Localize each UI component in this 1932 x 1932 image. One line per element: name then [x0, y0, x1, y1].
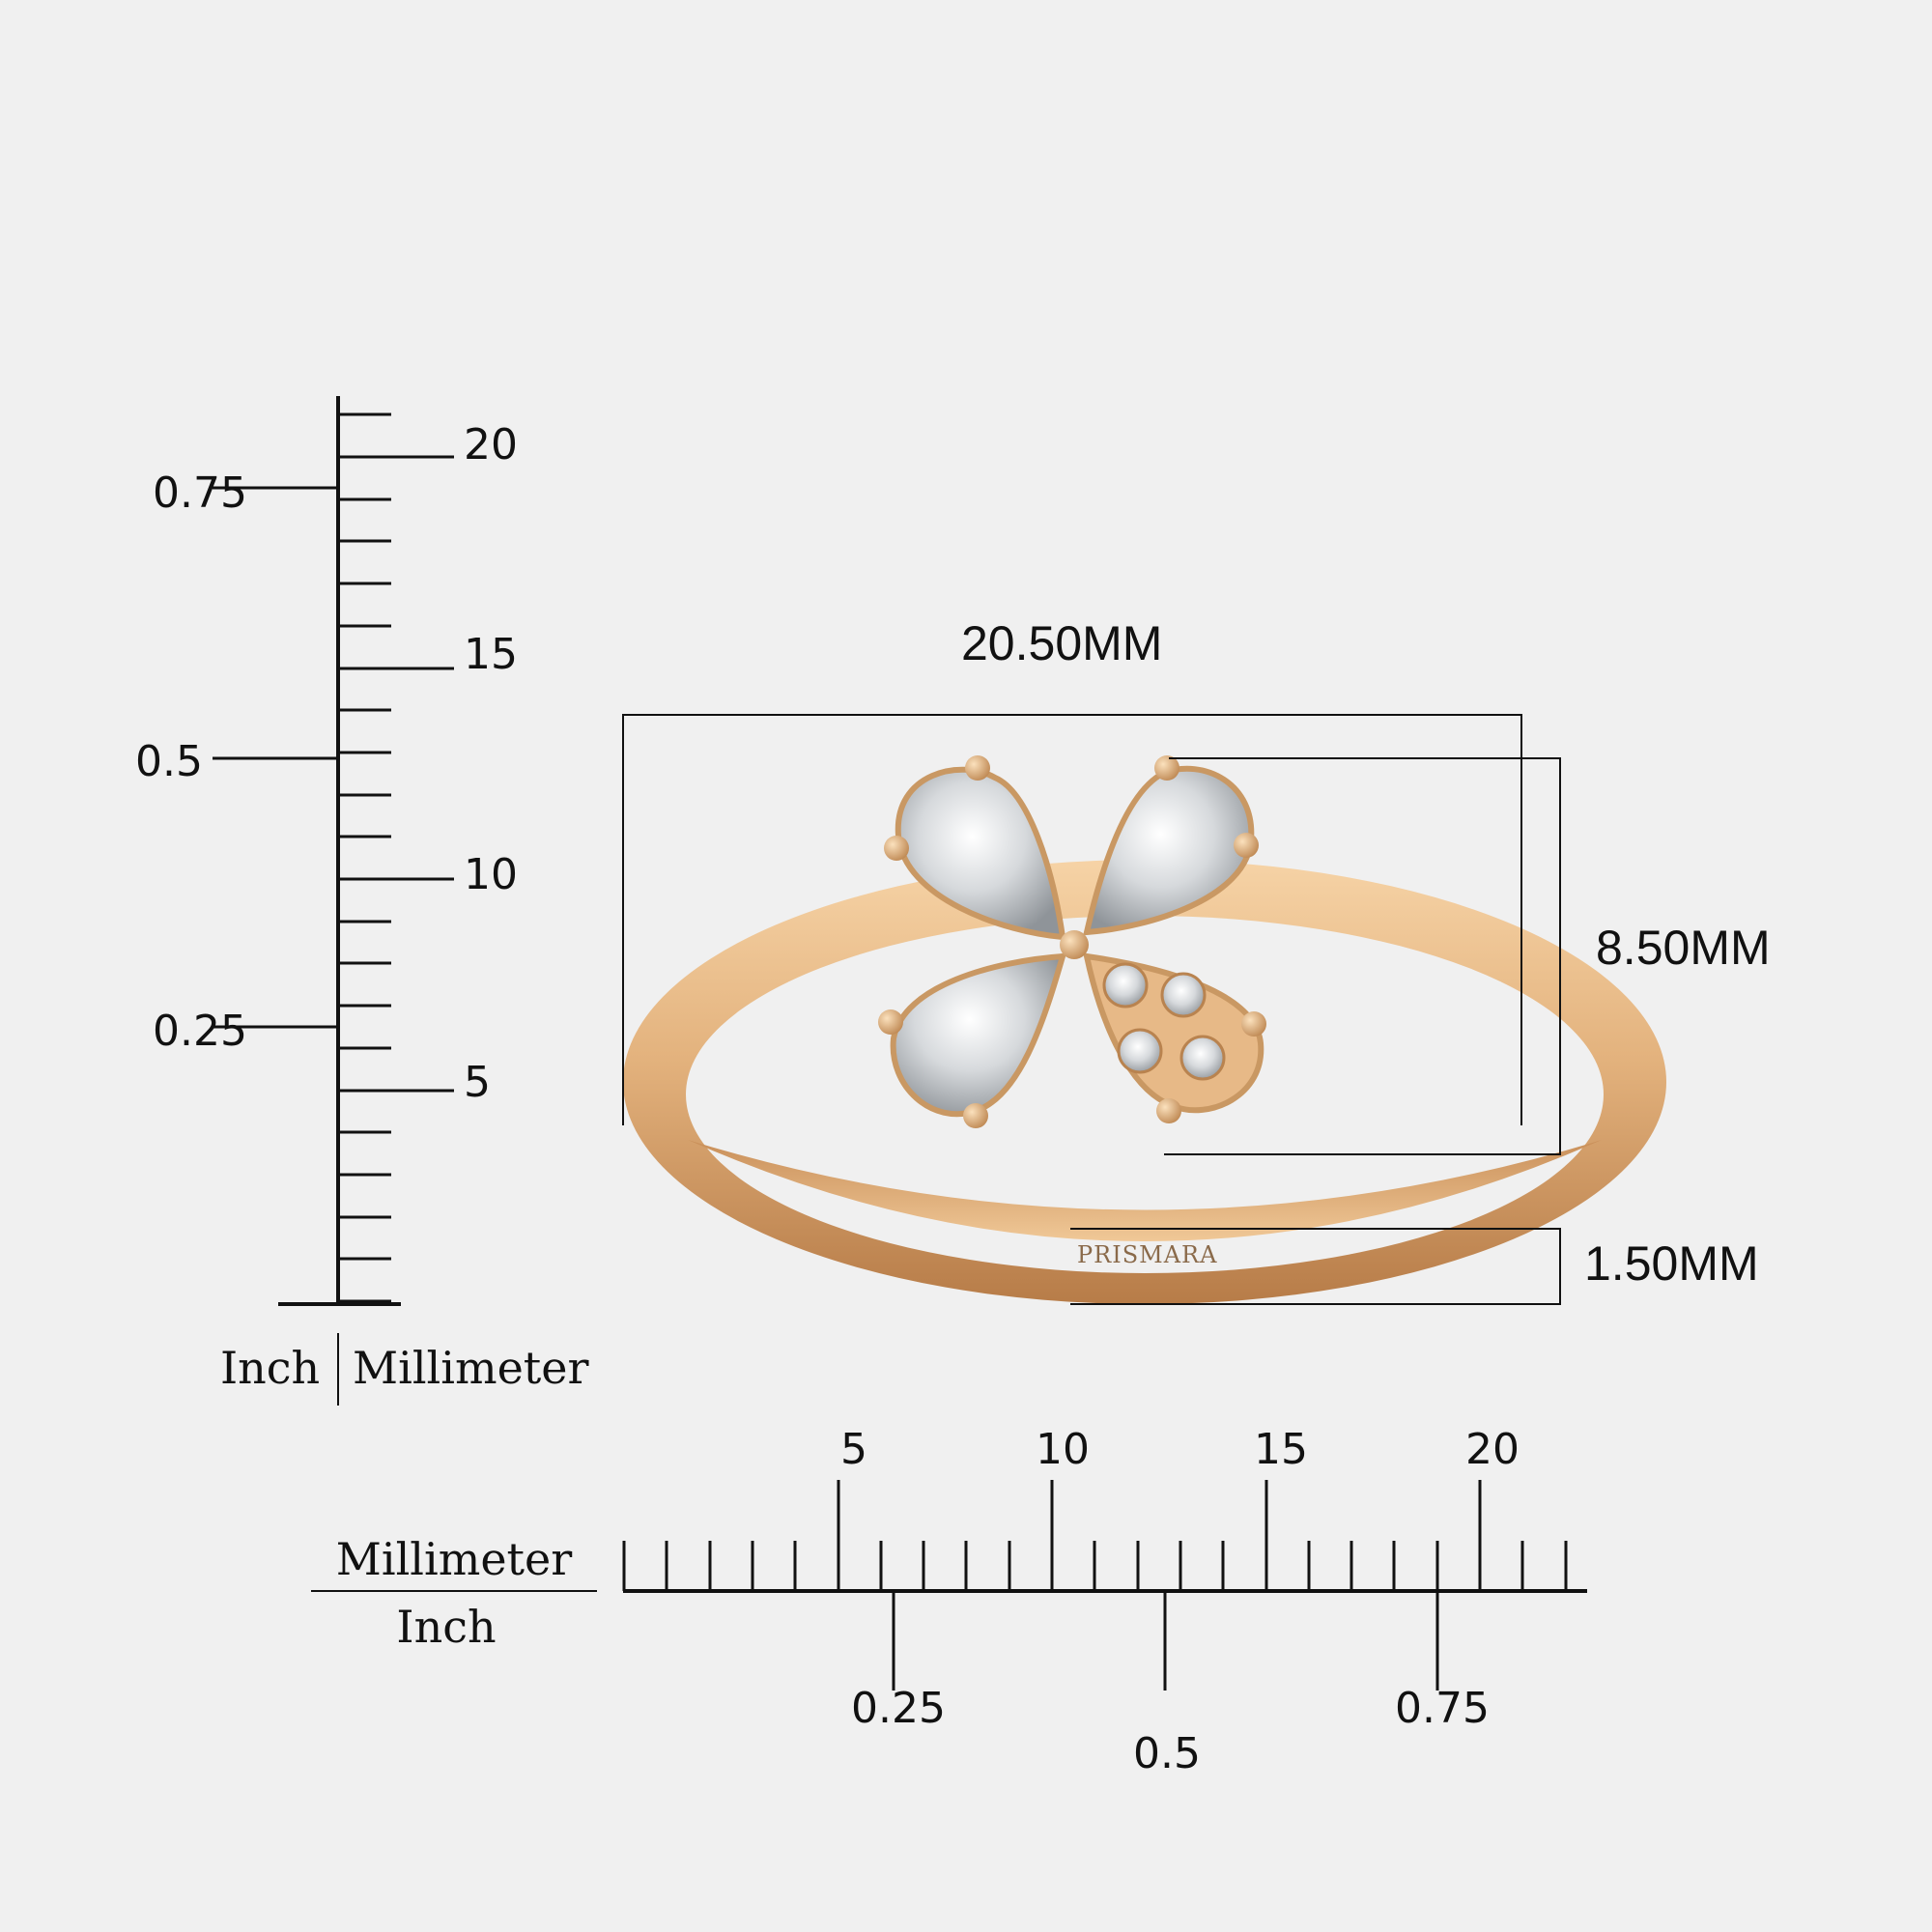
ring-image: PRISMARA: [623, 755, 1666, 1304]
vertical-ruler-inch-ticks: [213, 486, 338, 1029]
vertical-mm-label: 5: [464, 1058, 491, 1107]
brand-engraving: PRISMARA: [1077, 1241, 1217, 1268]
pear-diamond-top-right: [1083, 765, 1255, 936]
prong: [1156, 1098, 1181, 1123]
horizontal-inch-label: 0.25: [851, 1684, 946, 1733]
band-dimension-line: [1070, 1228, 1561, 1305]
width-dimension-line: [622, 714, 1522, 1125]
height-dimension-line: [1164, 757, 1561, 1155]
ring-inner-surface: [688, 1140, 1602, 1241]
flower-setting: [878, 755, 1266, 1128]
prong: [1060, 930, 1089, 959]
height-dimension-label: 8.50MM: [1596, 921, 1771, 975]
horizontal-ruler-mm-ticks: [622, 1480, 1568, 1591]
width-dimension-label: 20.50MM: [961, 616, 1162, 670]
prong: [878, 1009, 903, 1035]
vertical-inch-label: 0.25: [153, 1007, 247, 1056]
vertical-mm-label: 20: [464, 420, 518, 469]
pave-diamond: [1117, 1028, 1163, 1074]
horizontal-unit-millimeter: Millimeter: [336, 1533, 573, 1585]
pear-diamond-top-left: [895, 766, 1066, 941]
horizontal-inch-label: 0.5: [1133, 1729, 1201, 1778]
vertical-mm-label: 15: [464, 630, 518, 679]
vertical-mm-label: 10: [464, 850, 518, 899]
horizontal-ruler-inch-ticks: [892, 1591, 1439, 1690]
vertical-inch-label: 0.5: [135, 737, 203, 786]
pave-diamond: [1179, 1035, 1226, 1081]
vertical-ruler-mm-labels: 20 15 10 5: [464, 420, 518, 1107]
vertical-ruler: [213, 396, 454, 1306]
horizontal-inch-label: 0.75: [1395, 1684, 1490, 1733]
prong: [1154, 755, 1179, 781]
horizontal-unit-inch: Inch: [396, 1601, 496, 1653]
vertical-ruler-mm-ticks: [338, 412, 454, 1303]
horizontal-mm-label: 10: [1036, 1425, 1090, 1474]
band-dimension-label: 1.50MM: [1584, 1236, 1759, 1291]
pave-diamond: [1102, 962, 1149, 1009]
horizontal-ruler-mm-labels: 5 10 15 20: [840, 1425, 1520, 1474]
horizontal-mm-label: 20: [1465, 1425, 1520, 1474]
prong: [884, 836, 909, 861]
prong: [1234, 833, 1259, 858]
dimension-lines: [622, 714, 1561, 1305]
horizontal-ruler: [622, 1480, 1587, 1690]
horizontal-mm-label: 15: [1254, 1425, 1308, 1474]
prong: [965, 755, 990, 781]
pear-diamond-bottom-left: [890, 952, 1067, 1118]
prong: [963, 1103, 988, 1128]
vertical-unit-inch: Inch: [220, 1342, 320, 1394]
pave-diamond: [1160, 972, 1207, 1018]
horizontal-ruler-inch-labels: 0.25 0.5 0.75: [851, 1684, 1490, 1778]
horizontal-mm-label: 5: [840, 1425, 867, 1474]
vertical-ruler-inch-labels: 0.75 0.5 0.25: [135, 469, 247, 1056]
vertical-unit-millimeter: Millimeter: [353, 1342, 589, 1394]
vertical-inch-label: 0.75: [153, 469, 247, 518]
prong: [1241, 1011, 1266, 1037]
